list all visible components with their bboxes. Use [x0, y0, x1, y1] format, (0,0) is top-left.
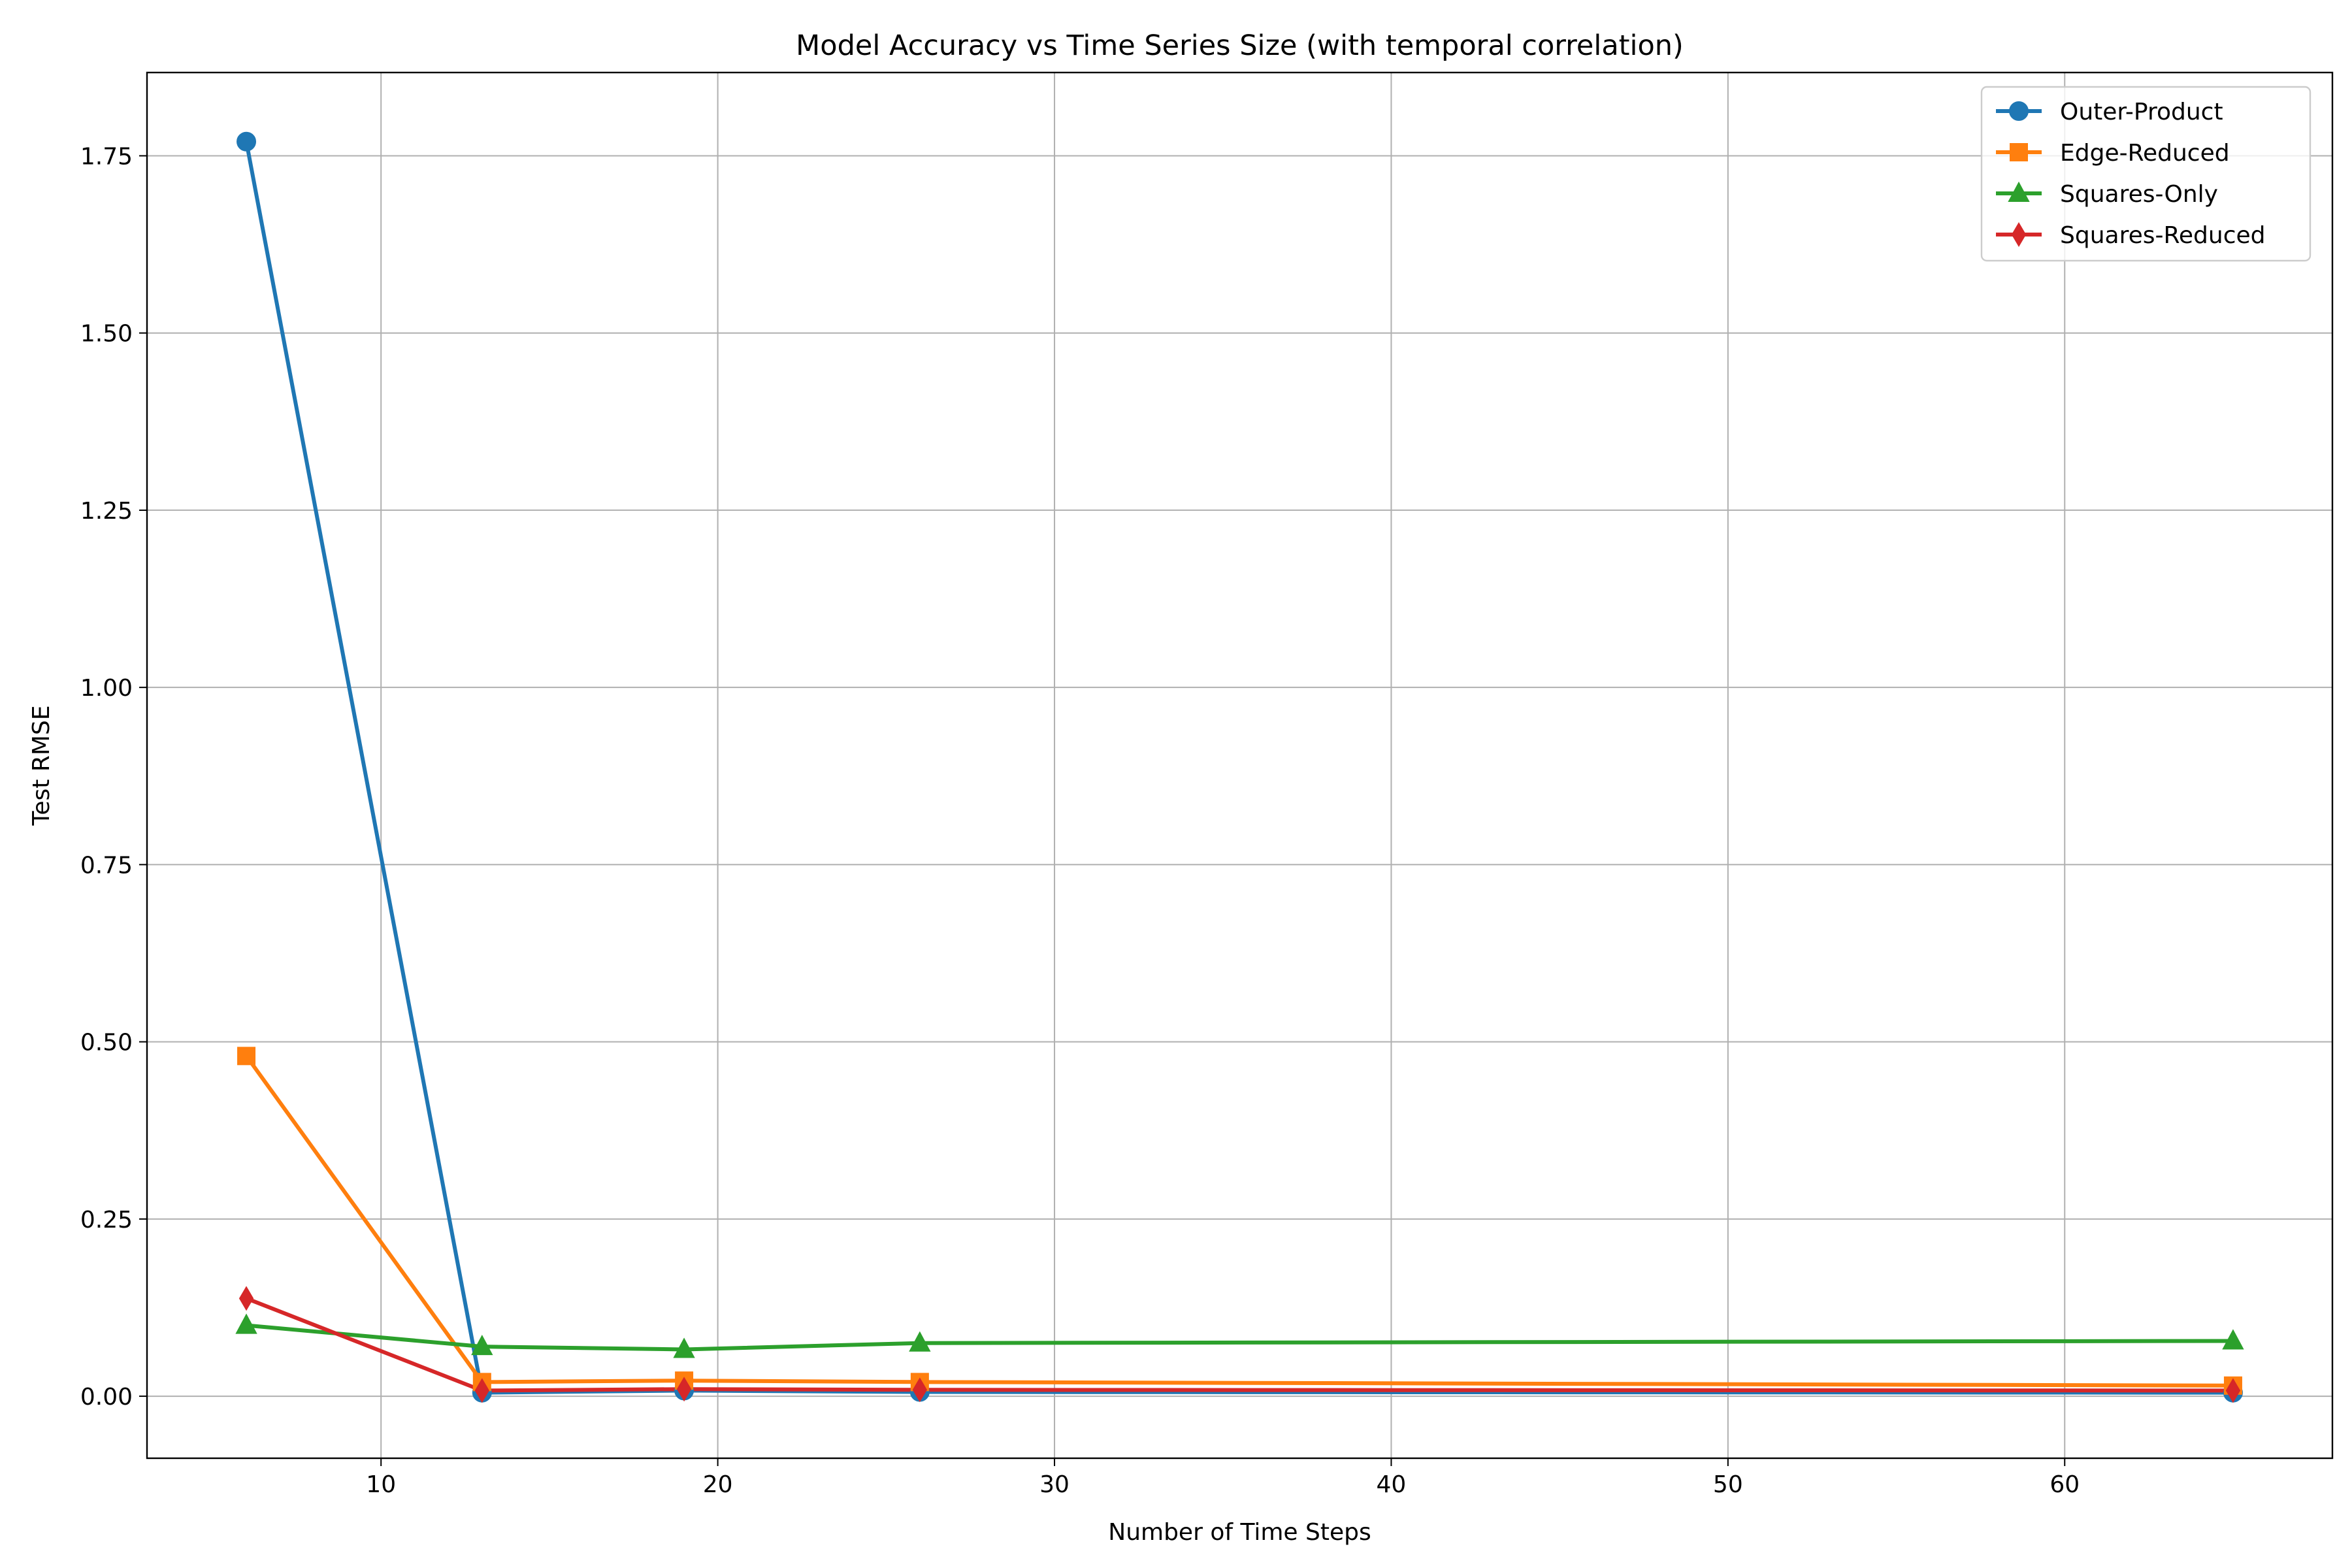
x-tick-label: 60 [2050, 1471, 2080, 1498]
plot-frame [146, 71, 2334, 1460]
data-point-squares-only [235, 1313, 257, 1334]
legend-item-outer-product: Outer-Product [1996, 99, 2223, 125]
x-tick-label: 40 [1377, 1471, 1407, 1498]
y-tick-label: 0.75 [80, 852, 133, 879]
data-point-edge-reduced [237, 1047, 256, 1066]
x-tick-label: 30 [1039, 1471, 1070, 1498]
data-point-squares-only [909, 1331, 931, 1352]
legend-label: Outer-Product [2060, 99, 2223, 125]
x-tick-label: 20 [703, 1471, 733, 1498]
x-tick-label: 10 [366, 1471, 396, 1498]
data-point-outer-product [237, 131, 257, 152]
legend-swatch-marker [2011, 222, 2027, 247]
data-point-squares-reduced [676, 1377, 692, 1402]
legend-item-squares-only: Squares-Only [1996, 181, 2218, 208]
legend-swatch-marker [2009, 101, 2029, 121]
legend-swatch-marker [2010, 143, 2028, 161]
axis-ticks: 10 20 30 40 50 60 0.00 0.25 0.50 0.75 1.00 1.25 1.50… [80, 143, 2080, 1498]
y-tick-label: 1.75 [80, 143, 133, 170]
y-tick-label: 0.25 [80, 1207, 133, 1233]
chart-title: Model Accuracy vs Time Series Size (with… [796, 29, 1684, 62]
data-point-squares-reduced [912, 1377, 928, 1403]
y-tick-label: 1.50 [80, 321, 133, 348]
data-point-squares-only [673, 1337, 695, 1358]
data-point-squares-only [471, 1335, 493, 1356]
x-tick-label: 50 [1713, 1471, 1743, 1498]
legend-label: Squares-Only [2060, 181, 2218, 208]
data-point-squares-reduced [238, 1286, 254, 1311]
y-tick-label: 1.00 [80, 675, 133, 702]
legend-label: Edge-Reduced [2060, 140, 2230, 167]
legend-item-edge-reduced: Edge-Reduced [1996, 140, 2230, 167]
grid-lines [147, 73, 2332, 1458]
series-markers [235, 131, 2244, 1403]
data-point-squares-only [2222, 1329, 2244, 1350]
legend-label: Squares-Reduced [2060, 222, 2266, 249]
y-tick-label: 1.25 [80, 498, 133, 525]
y-tick-label: 0.50 [80, 1030, 133, 1056]
data-point-squares-reduced [474, 1378, 489, 1403]
data-point-squares-reduced [2225, 1378, 2241, 1403]
legend: Outer-Product Edge-Reduced Squares-Only Squ… [1980, 86, 2311, 262]
legend-swatch-marker [2008, 181, 2030, 202]
legend-item-squares-reduced: Squares-Reduced [1996, 222, 2266, 249]
y-tick-label: 0.00 [80, 1384, 133, 1411]
x-axis-title: Number of Time Steps [1108, 1519, 1371, 1546]
legend-box [1980, 86, 2311, 262]
y-axis-title: Test RMSE [28, 705, 55, 826]
